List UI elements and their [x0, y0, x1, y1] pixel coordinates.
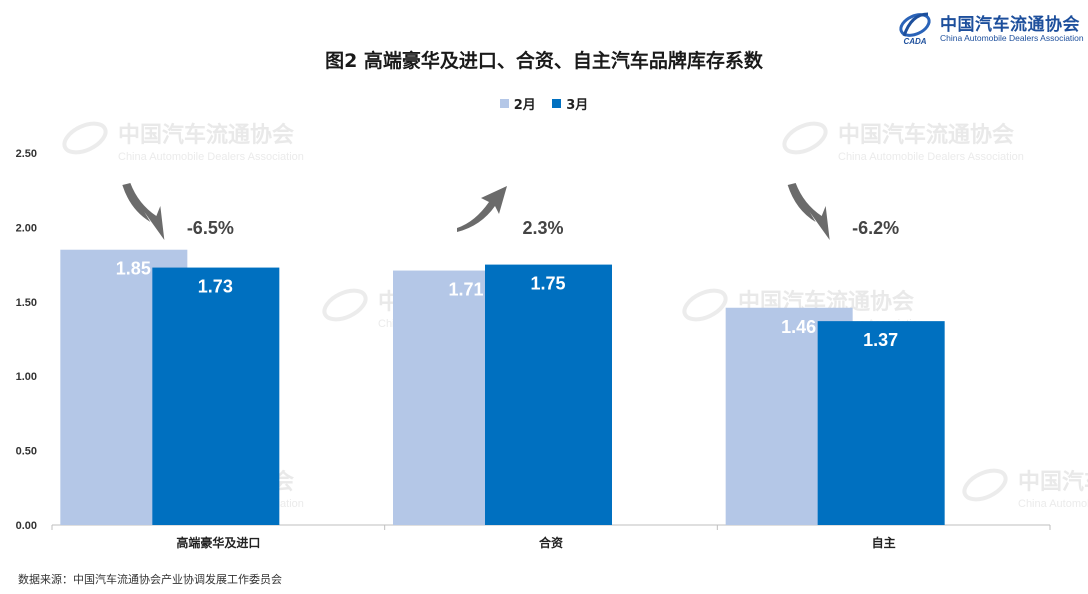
watermark: 中国汽车流通协会 China Automobile Dealers Associa…: [782, 121, 1024, 163]
data-label-feb-1: 1.71: [448, 280, 483, 300]
y-tick-label: 2.00: [16, 222, 37, 234]
y-tick-label: 1.50: [16, 297, 37, 309]
chart-title: 图2 高端豪华及进口、合资、自主汽车品牌库存系数: [325, 50, 763, 72]
y-tick-label: 0.00: [16, 520, 37, 532]
data-label-feb-0: 1.85: [116, 259, 151, 279]
watermark-logo-icon: [322, 288, 368, 322]
y-tick-label: 2.50: [16, 148, 37, 160]
data-label-mar-2: 1.37: [863, 330, 898, 350]
category-label: 高端豪华及进口: [176, 535, 260, 550]
arrow-down-icon: [122, 183, 165, 240]
watermark-text-cn: 中国汽车流通协会: [838, 122, 1014, 148]
category-label: 自主: [872, 535, 896, 550]
bar-mar-0: [152, 267, 280, 525]
chart-legend: 2月 3月: [0, 94, 1088, 113]
logo-mark-text: CADA: [903, 37, 926, 46]
bar-mar-2: [817, 321, 945, 525]
watermark-logo-icon: [62, 121, 108, 155]
y-tick-label: 0.50: [16, 446, 37, 458]
watermark-logo-icon: [962, 468, 1008, 502]
watermark: 中国汽车流通协会 China Automobile Dealers Associa…: [962, 468, 1088, 510]
category-label: 合资: [539, 535, 563, 550]
logo-name-en: China Automobile Dealers Association: [940, 33, 1084, 43]
legend-item-feb: 2月: [499, 94, 536, 113]
data-label-feb-2: 1.46: [781, 317, 816, 337]
watermark-text-cn: 中国汽车流通协会: [1018, 469, 1088, 495]
legend-item-mar: 3月: [552, 94, 588, 113]
change-label: -6.5%: [187, 218, 234, 238]
arrow-up-icon: [457, 186, 507, 232]
change-label: -6.2%: [852, 218, 899, 238]
watermark: 中国汽车流通协会 China Automobile Dealers Associa…: [62, 121, 304, 163]
data-label-mar-1: 1.75: [530, 274, 565, 294]
watermark-text-en: China Automobile Dealers Association: [1018, 498, 1088, 510]
legend-swatch-mar: [552, 99, 562, 108]
cada-logo-icon: CADA: [899, 12, 931, 46]
watermark-text-en: China Automobile Dealers Association: [838, 151, 1024, 163]
data-label-mar-0: 1.73: [198, 277, 233, 297]
change-label: 2.3%: [522, 218, 563, 238]
data-source-note: 数据来源：中国汽车流通协会产业协调发展工作委员会: [18, 573, 282, 586]
arrow-down-icon: [787, 183, 830, 240]
watermark-logo-icon: [782, 121, 828, 155]
logo-name-cn: 中国汽车流通协会: [940, 15, 1080, 35]
legend-label-feb: 2月: [513, 98, 536, 113]
cada-logo: CADA 中国汽车流通协会 China Automobile Dealers A…: [896, 8, 1084, 48]
bar-mar-1: [485, 264, 612, 525]
y-tick-label: 1.00: [16, 371, 37, 383]
legend-swatch-feb: [499, 99, 509, 108]
watermark-text-en: China Automobile Dealers Association: [118, 151, 304, 163]
legend-label-mar: 3月: [566, 98, 589, 113]
watermark-text-cn: 中国汽车流通协会: [118, 122, 294, 148]
watermark-logo-icon: [682, 288, 728, 322]
